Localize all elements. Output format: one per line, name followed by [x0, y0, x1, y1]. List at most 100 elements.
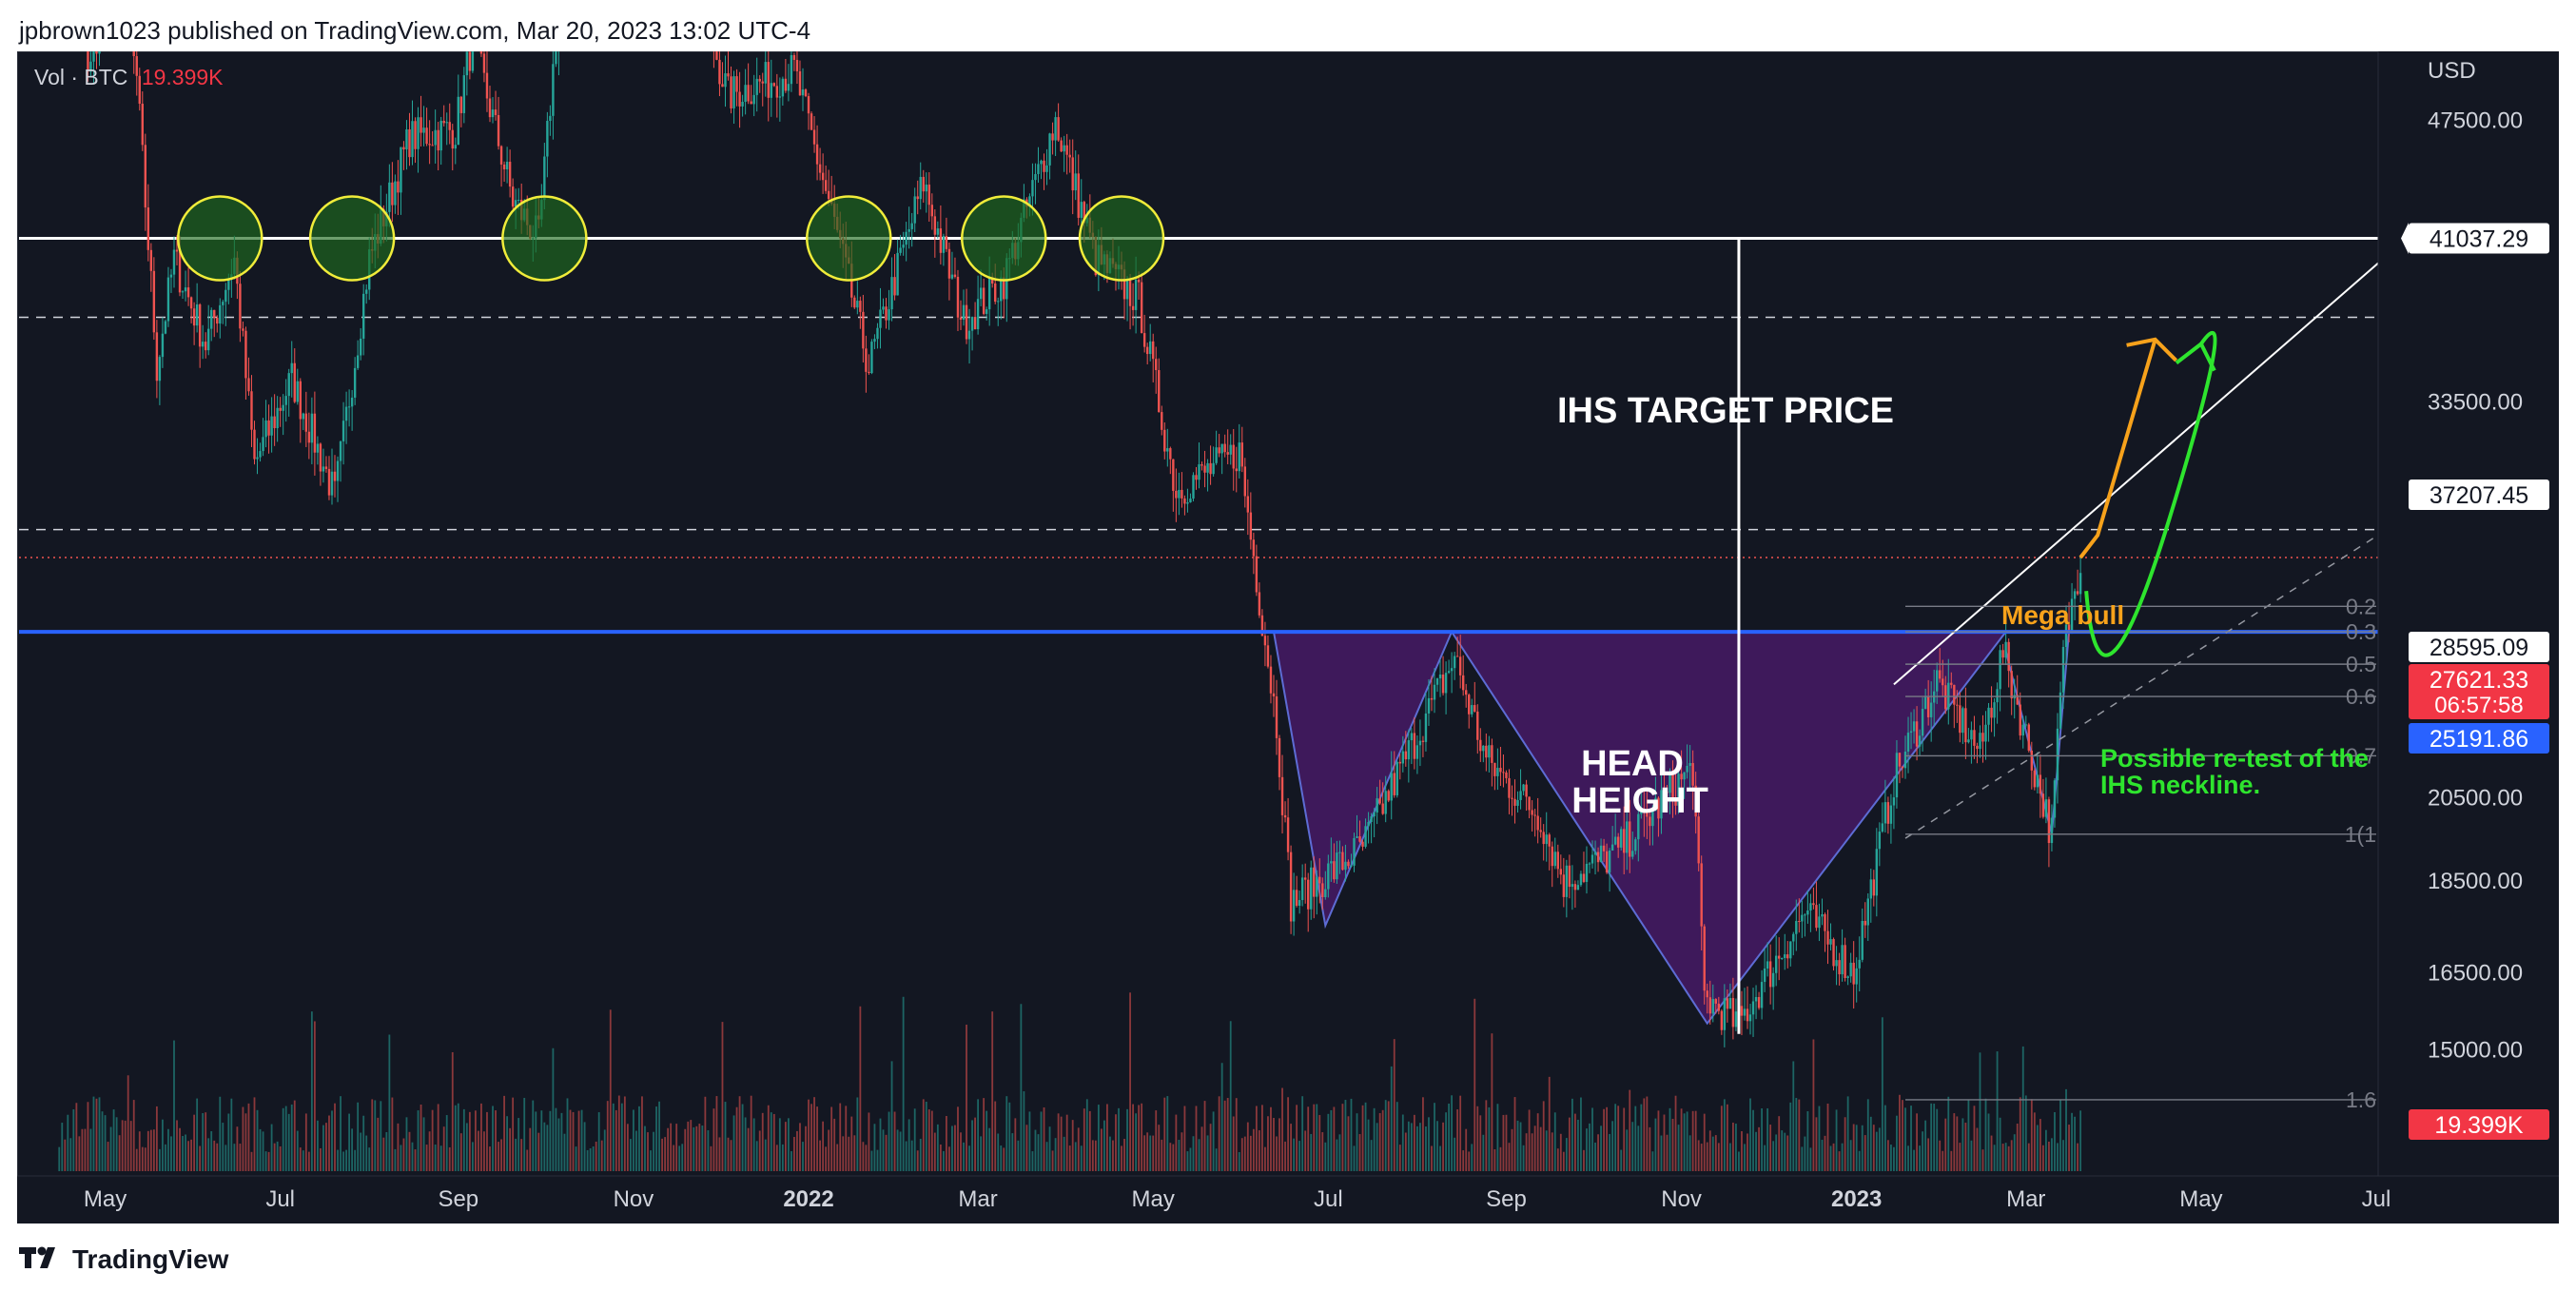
candle-body — [555, 51, 557, 65]
volume-bar — [1381, 1109, 1384, 1171]
price-label-box — [2409, 223, 2549, 254]
candle-body — [273, 416, 276, 429]
volume-bar — [1313, 1104, 1316, 1171]
candle-body — [1003, 277, 1005, 300]
volume-bar — [512, 1097, 515, 1171]
time-axis-bg — [17, 1176, 2559, 1223]
volume-bar — [988, 1127, 991, 1171]
price-label-sub: 06:57:58 — [2434, 693, 2523, 718]
candle-body — [1789, 941, 1792, 959]
candle-body — [1866, 898, 1869, 926]
volume-bar — [1539, 1126, 1542, 1171]
candle-body — [342, 421, 345, 441]
candle-body — [1720, 1010, 1724, 1030]
volume-bar — [1728, 1143, 1731, 1171]
volume-bar — [933, 1132, 936, 1171]
volume-bar — [1571, 1098, 1573, 1171]
volume-bar — [1804, 1136, 1806, 1171]
candle-body — [859, 301, 862, 312]
candle-body — [1266, 645, 1270, 667]
candle-body — [1976, 745, 1979, 750]
candle-body — [1393, 773, 1395, 795]
volume-bar — [1410, 1123, 1413, 1171]
volume-bar — [196, 1098, 199, 1171]
volume-bar — [1769, 1125, 1772, 1171]
volume-bar — [1298, 1141, 1301, 1171]
candle-body — [485, 72, 489, 99]
volume-bar — [808, 1099, 810, 1171]
volume-bar — [95, 1098, 98, 1171]
support-circle — [806, 195, 892, 282]
candle-body — [1763, 969, 1766, 983]
candle-body — [2059, 692, 2062, 729]
volume-bar — [1784, 1132, 1786, 1171]
candle-body — [804, 89, 808, 97]
candle-body — [1364, 826, 1367, 847]
candle-body — [1746, 1008, 1749, 1022]
volume-bar — [1723, 1099, 1726, 1171]
volume-bar — [1451, 1095, 1454, 1171]
volume-bar — [1419, 1123, 1421, 1171]
candle-body — [1528, 796, 1531, 811]
candle-body — [1878, 832, 1882, 850]
candle-body — [815, 144, 819, 165]
volume-bar — [182, 1135, 184, 1171]
volume-bar — [1264, 1146, 1266, 1171]
volume-bar — [1181, 1132, 1183, 1171]
candle-body — [293, 362, 296, 402]
volume-bar — [1525, 1133, 1528, 1171]
volume-bar — [486, 1111, 488, 1171]
volume-bar — [1401, 1114, 1404, 1171]
volume-bar — [623, 1096, 626, 1171]
volume-bar — [1017, 1140, 1020, 1171]
candle-body — [1700, 863, 1703, 927]
volume-bar — [1789, 1102, 1792, 1171]
candle-body — [1781, 958, 1784, 960]
candle-body — [1944, 685, 1947, 710]
candle-body — [1508, 777, 1511, 798]
candle-body — [494, 109, 498, 115]
volume-bar — [1835, 1109, 1838, 1171]
volume-bar — [325, 1123, 327, 1171]
volume-bar — [560, 1112, 563, 1171]
volume-bar — [670, 1123, 673, 1171]
candle-body — [1289, 852, 1293, 922]
volume-bar — [1496, 1104, 1499, 1171]
volume-bar — [1356, 1113, 1358, 1171]
candle-body — [930, 205, 934, 217]
price-chart[interactable]: 0.20.3 0.5 0.6 0.7 1(1 1.6 IHS TARGET PRICE HEA… — [17, 51, 2559, 1223]
volume-bar — [149, 1129, 152, 1171]
volume-bar — [966, 1025, 967, 1171]
lower-dashed-trend — [1904, 534, 2379, 839]
volume-bar — [1981, 1149, 1984, 1171]
volume-bar — [2068, 1125, 2070, 1171]
price-label-box — [2409, 664, 2549, 719]
candle-body — [552, 64, 555, 116]
tradingview-logo[interactable]: TradingView — [19, 1241, 228, 1279]
volume-bar — [1899, 1094, 1901, 1171]
volume-bar — [1660, 1135, 1663, 1171]
candle-body — [2056, 728, 2059, 781]
candle-body — [1984, 724, 1987, 742]
volume-bar — [1350, 1098, 1353, 1171]
volume-bar — [1347, 1116, 1350, 1171]
candle-body — [795, 59, 799, 71]
volume-bar — [1812, 1039, 1815, 1171]
candle-body — [1232, 444, 1235, 469]
volume-bar — [1611, 1121, 1614, 1171]
candle-body — [1573, 884, 1577, 891]
volume-bar — [1703, 1113, 1706, 1171]
volume-bar — [1916, 1113, 1918, 1171]
candle-body — [502, 164, 506, 169]
volume-bar — [2027, 1143, 2030, 1171]
volume-bar — [994, 1101, 997, 1171]
volume-bar — [1395, 1102, 1398, 1171]
candle-body — [1051, 133, 1054, 141]
volume-bar — [813, 1097, 815, 1171]
candle-body — [1801, 914, 1804, 922]
candle-body — [1166, 448, 1169, 452]
volume-bar — [963, 1142, 965, 1171]
candle-body — [1479, 739, 1482, 752]
volume-bar — [1818, 1106, 1821, 1171]
candle-body — [1858, 959, 1861, 969]
